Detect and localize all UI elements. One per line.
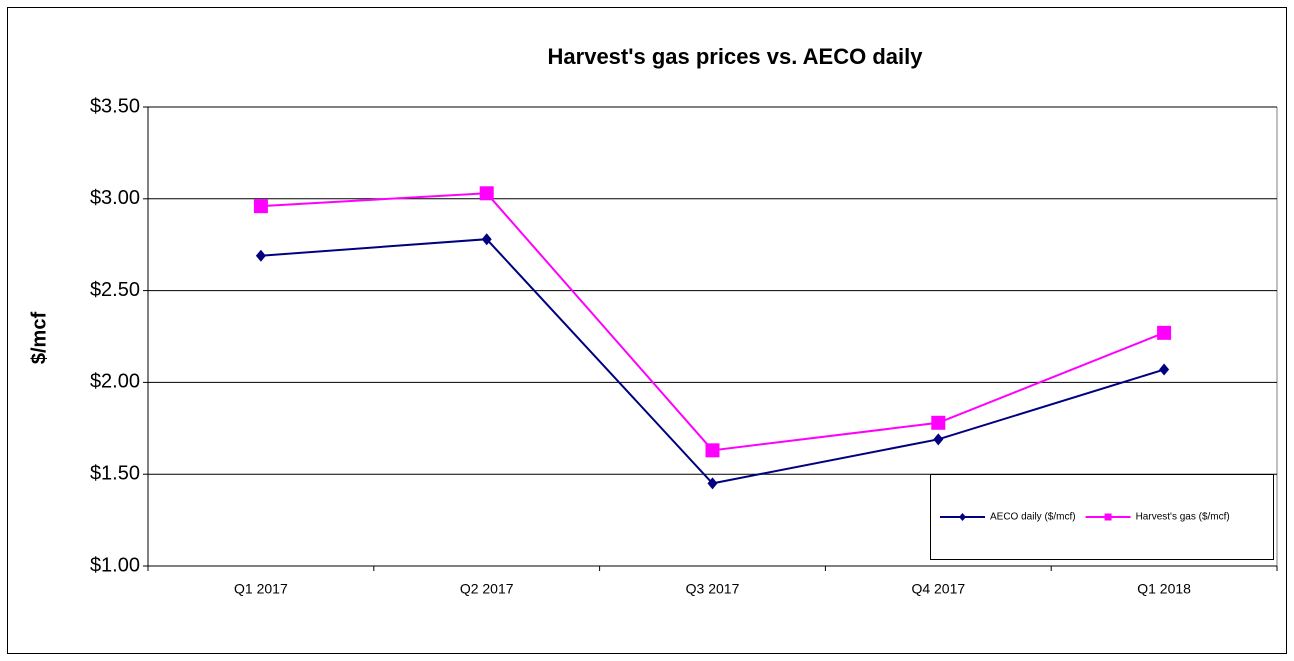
y-tick-label: $3.00 [90, 187, 140, 209]
legend-marker [1104, 513, 1112, 521]
x-tick-label: Q1 2017 [234, 581, 288, 597]
chart-title: Harvest's gas prices vs. AECO daily [548, 44, 924, 69]
y-tick-label: $2.00 [90, 371, 140, 393]
marker [1159, 363, 1170, 376]
marker [1157, 325, 1172, 340]
marker [255, 249, 266, 262]
y-tick-label: $1.50 [90, 462, 140, 484]
x-tick-label: Q3 2017 [686, 581, 740, 597]
marker [253, 199, 268, 214]
y-tick-label: $3.50 [90, 95, 140, 117]
x-tick-label: Q2 2017 [460, 581, 514, 597]
marker [479, 186, 494, 201]
y-tick-label: $2.50 [90, 279, 140, 301]
legend-label: Harvest's gas ($/mcf) [1136, 512, 1230, 523]
marker [931, 415, 946, 430]
x-tick-label: Q1 2018 [1137, 581, 1191, 597]
y-tick-label: $1.00 [90, 554, 140, 576]
marker [705, 443, 720, 458]
marker [707, 477, 718, 490]
x-tick-label: Q4 2017 [911, 581, 965, 597]
marker [933, 433, 944, 446]
marker [481, 233, 492, 246]
legend-label: AECO daily ($/mcf) [990, 512, 1076, 523]
legend-marker [959, 513, 966, 521]
y-axis-label: $/mcf [28, 312, 50, 365]
